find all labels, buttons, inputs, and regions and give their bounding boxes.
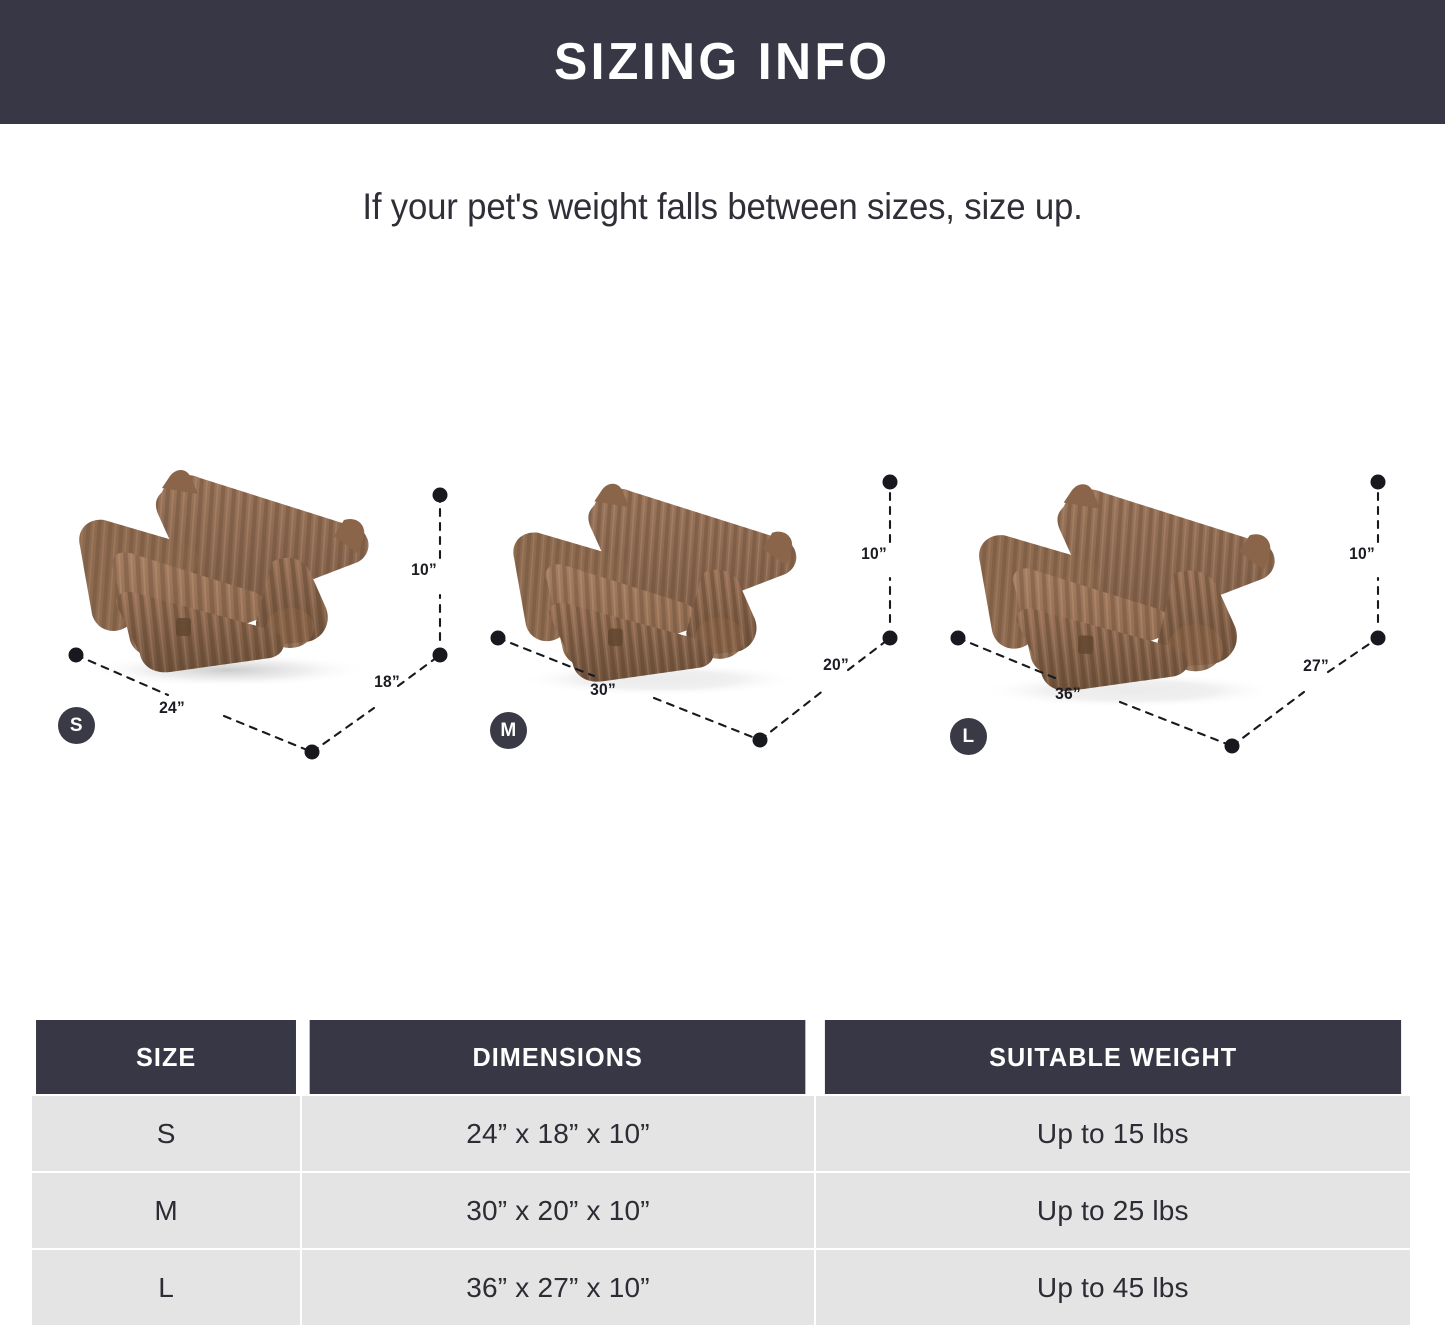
column-header-size: SIZE: [36, 1020, 297, 1094]
pet-bed-illustration-large: [940, 472, 1312, 709]
cell-weight: Up to 25 lbs: [815, 1173, 1410, 1248]
depth-label-medium: 20”: [823, 655, 849, 674]
size-badge-small: S: [58, 707, 95, 744]
depth-label-large: 27”: [1303, 656, 1329, 675]
column-header-weight: SUITABLE WEIGHT: [824, 1020, 1402, 1094]
size-badge-medium: M: [490, 712, 527, 749]
cell-dimensions: 36” x 27” x 10”: [302, 1250, 814, 1325]
figure-large: 36” 27” 10” L: [932, 440, 1402, 780]
table-header-row: SIZE DIMENSIONS SUITABLE WEIGHT: [32, 1020, 1410, 1094]
cell-dimensions: 30” x 20” x 10”: [302, 1173, 814, 1248]
table-row: M 30” x 20” x 10” Up to 25 lbs: [32, 1173, 1410, 1248]
size-badge-large: L: [950, 718, 987, 755]
cell-size: S: [32, 1096, 301, 1171]
page-title: SIZING INFO: [554, 33, 891, 91]
cell-size: L: [32, 1250, 301, 1325]
height-label-large: 10”: [1349, 544, 1375, 563]
cell-size: M: [32, 1173, 301, 1248]
depth-label-small: 18”: [374, 672, 400, 691]
width-label-medium: 30”: [590, 680, 616, 699]
size-table: SIZE DIMENSIONS SUITABLE WEIGHT S 24” x …: [30, 1018, 1412, 1327]
figure-small: 24” 18” 10” S: [48, 440, 468, 780]
pet-bed-illustration-small: [58, 458, 388, 688]
table-row: L 36” x 27” x 10” Up to 45 lbs: [32, 1250, 1410, 1325]
product-figures: 24” 18” 10” S: [0, 440, 1445, 780]
subtitle-text: If your pet's weight falls between sizes…: [362, 186, 1083, 227]
cell-dimensions: 24” x 18” x 10”: [302, 1096, 814, 1171]
figure-medium: 30” 20” 10” M: [472, 440, 912, 780]
height-label-small: 10”: [411, 560, 437, 579]
height-label-medium: 10”: [861, 544, 887, 563]
width-label-small: 24”: [159, 698, 185, 717]
header-band: SIZING INFO: [0, 0, 1445, 124]
cell-weight: Up to 45 lbs: [815, 1250, 1410, 1325]
table-row: S 24” x 18” x 10” Up to 15 lbs: [32, 1096, 1410, 1171]
cell-weight: Up to 15 lbs: [815, 1096, 1410, 1171]
width-label-large: 36”: [1055, 684, 1081, 703]
pet-bed-illustration-medium: [480, 472, 828, 697]
column-header-dimensions: DIMENSIONS: [310, 1020, 806, 1094]
